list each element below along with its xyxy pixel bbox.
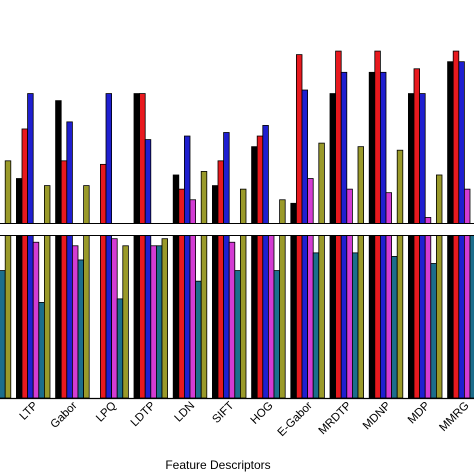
x-tick-label-ldtp: LDTP [129,400,159,430]
bar-ldn-series-3 [183,135,191,399]
bar-sift-series-2 [217,160,224,399]
bar-e-gabor-series-4 [307,178,314,399]
bar-hog-series-4 [267,234,275,399]
bar-lbp-series-6 [4,160,12,399]
bar-mdp-series-5 [430,263,437,399]
bar-e-gabor-series-6 [318,142,325,399]
bar-lbp-series-5 [0,270,6,399]
x-axis-label: Feature Descriptors [165,458,270,472]
bar-mdnp-series-6 [396,149,404,399]
bar-lpq-series-4 [111,238,118,399]
bar-lpq-series-2 [100,163,107,399]
bar-gabor-series-2 [60,160,68,399]
bar-mrdtp-series-5 [351,252,359,399]
bar-mrdtp-series-1 [329,93,336,399]
bar-gabor-series-3 [66,121,73,399]
x-tick-label-mdp: MDP [406,400,433,427]
x-tick-label-gabor: Gabor [49,400,80,431]
bar-mdp-series-3 [419,93,426,399]
x-tick-label-lbp: e [0,400,1,413]
bar-sift-series-1 [211,185,219,399]
bar-sift-series-5 [234,270,241,399]
x-tick-label-lpq: LPQ [94,400,119,425]
bar-sift-series-4 [228,241,236,399]
bar-ltp-series-6 [44,185,51,399]
bar-lpq-series-3 [105,93,112,399]
axis-break-band [0,223,474,236]
x-tick-label-mdnp: MDNP [361,400,394,433]
x-tick-label-e-gabor: E-Gabor [276,400,315,439]
bar-hog-series-1 [251,146,258,399]
bar-sift-series-6 [239,188,247,399]
bar-gabor-series-4 [72,245,79,399]
bar-ldtp-series-6 [161,238,168,399]
bar-ldn-series-2 [178,188,185,399]
bar-mdp-series-1 [407,93,415,399]
bar-ltp-series-3 [27,93,34,399]
bar-lpq-series-6 [122,245,129,399]
bar-gabor-series-1 [55,100,62,399]
bar-mdp-series-4 [424,217,432,399]
bar-mmrg-series-4 [463,188,471,399]
bar-ldn-series-5 [195,280,202,399]
bar-ldtp-series-4 [150,245,157,399]
bar-ldtp-series-1 [133,93,140,399]
bar-e-gabor-series-5 [312,252,320,399]
bar-ldn-series-1 [172,174,180,399]
bar-ltp-series-2 [21,128,28,399]
bar-ldtp-series-2 [139,93,146,399]
bar-lpq-series-5 [116,298,124,399]
x-tick-label-mrdtp: MRDTP [317,400,355,438]
bar-ltp-series-5 [38,302,45,399]
bar-mdnp-series-5 [391,255,398,399]
x-tick-label-ltp: LTP [18,400,41,423]
x-tick-group: eLTPGaborLPQLDTPLDNSIFTHOGE-GaborMRDTPMD… [0,400,472,439]
bar-ltp-series-1 [15,178,23,399]
bar-mdp-series-6 [435,174,443,399]
x-tick-label-sift: SIFT [210,400,236,426]
bar-ldtp-series-5 [155,245,163,399]
x-tick-label-hog: HOG [249,400,276,427]
bar-mrdtp-series-4 [346,188,353,399]
bar-mmrg-series-5 [469,234,474,399]
bar-gabor-series-6 [83,185,90,399]
bar-hog-series-2 [256,135,264,399]
bar-sift-series-3 [223,132,230,399]
x-tick-label-mmrg: MMRG [437,400,471,434]
bar-hog-series-5 [273,270,280,399]
bar-e-gabor-series-3 [301,89,308,399]
bar-ldtp-series-3 [144,139,152,399]
bar-mrdtp-series-6 [357,146,364,399]
bar-ltp-series-4 [32,241,40,399]
bar-ldn-series-6 [200,171,208,399]
bar-gabor-series-5 [77,259,84,399]
bar-hog-series-3 [262,125,269,399]
x-tick-label-ldn: LDN [173,400,198,425]
